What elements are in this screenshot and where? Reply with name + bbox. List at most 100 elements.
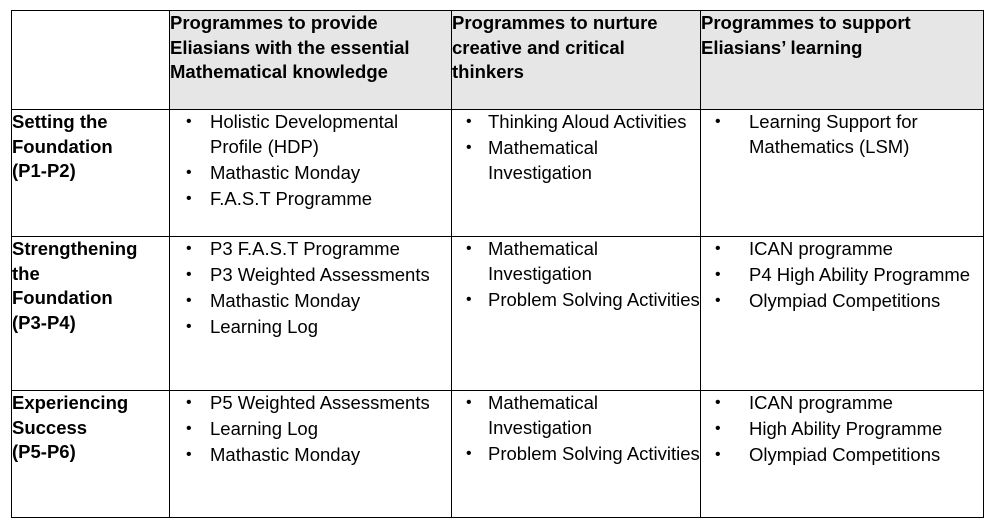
list-item: • Mathastic Monday <box>170 443 451 468</box>
list-item: • Learning Log <box>170 417 451 442</box>
table-row: Setting the Foundation (P1-P2) • Holistic D… <box>11 109 984 237</box>
list-item: • Learning Support for Mathematics (LSM) <box>701 110 983 159</box>
bullet-icon: • <box>715 420 721 437</box>
list-cell: • P5 Weighted Assessments • Learning Log • Ma… <box>169 390 452 518</box>
stage-label-line: the <box>12 262 40 284</box>
bullet-list: • Holistic Developmental Profile (HDP) • Ma… <box>170 110 451 211</box>
list-item-text: F.A.S.T Programme <box>210 187 373 209</box>
stage-label-line: (P5-P6) <box>12 441 76 462</box>
list-item-text: P4 High Ability Programme <box>749 264 971 285</box>
list-item: • Mathematical Investigation <box>452 237 700 286</box>
bullet-icon: • <box>186 420 192 437</box>
list-item: • Problem Solving Activities <box>452 442 700 467</box>
list-item: • F.A.S.T Programme <box>170 187 451 212</box>
bullet-icon: • <box>466 240 472 257</box>
list-item-text: Mathastic Monday <box>210 444 361 465</box>
list-item-text: Learning Support for Mathematics (LSM) <box>749 111 918 157</box>
list-item: • P4 High Ability Programme <box>701 263 983 288</box>
bullet-list: • ICAN programme • High Ability Programme • O… <box>701 391 983 468</box>
list-item: • Learning Log <box>170 315 451 340</box>
stage-label-line: Experiencing <box>12 392 129 413</box>
bullet-icon: • <box>715 394 721 411</box>
header-essential-knowledge: Programmes to provide Eliasians with the… <box>169 10 452 110</box>
header-row: Programmes to provide Eliasians with the… <box>11 10 984 110</box>
bullet-icon: • <box>186 318 192 335</box>
stage-label-line: Foundation <box>12 287 113 308</box>
bullet-list: • Mathematical Investigation • Problem Solv… <box>452 391 700 466</box>
bullet-icon: • <box>186 394 192 411</box>
header-support-learning: Programmes to support Eliasians’ learnin… <box>700 10 984 110</box>
bullet-icon: • <box>186 292 192 309</box>
list-cell: • Mathematical Investigation • Problem Solv… <box>451 236 701 391</box>
list-item: • Mathastic Monday <box>170 161 451 186</box>
bullet-list: • Thinking Aloud Activities • Mathematical … <box>452 110 700 185</box>
list-item-text: High Ability Programme <box>749 418 943 439</box>
stage-label-line: (P3-P4) <box>12 311 76 333</box>
list-item: • Olympiad Competitions <box>701 289 983 314</box>
list-item-text: Learning Log <box>210 418 319 439</box>
list-cell: • Learning Support for Mathematics (LSM) <box>700 109 984 237</box>
list-item-text: Mathematical Investigation <box>488 392 599 438</box>
bullet-list: • Mathematical Investigation • Problem Solv… <box>452 237 700 312</box>
stage-cell: Setting the Foundation (P1-P2) <box>11 109 170 237</box>
list-item-text: Olympiad Competitions <box>749 290 941 311</box>
list-item: • P3 Weighted Assessments <box>170 263 451 288</box>
list-item-text: ICAN programme <box>749 238 893 259</box>
list-item-text: Holistic Developmental Profile (HDP) <box>210 111 399 157</box>
bullet-icon: • <box>186 446 192 463</box>
list-cell: • P3 F.A.S.T Programme • P3 Weighted Assess… <box>169 236 452 391</box>
list-item-text: P5 Weighted Assessments <box>210 392 430 413</box>
stage-label-line: Setting the <box>12 111 108 132</box>
list-cell: • Thinking Aloud Activities • Mathematical … <box>451 109 701 237</box>
list-item: • Holistic Developmental Profile (HDP) <box>170 110 451 159</box>
list-item: • ICAN programme <box>701 237 983 262</box>
bullet-list: • P5 Weighted Assessments • Learning Log • Ma… <box>170 391 451 468</box>
list-item-text: Learning Log <box>210 316 319 337</box>
stage-cell: Strengthening the Foundation (P3-P4) <box>11 236 170 391</box>
stage-label-line: Strengthening <box>12 238 138 259</box>
list-cell: • ICAN programme • P4 High Ability Programm… <box>700 236 984 391</box>
list-item-text: ICAN programme <box>749 392 893 413</box>
bullet-icon: • <box>715 266 721 283</box>
bullet-icon: • <box>186 189 192 207</box>
bullet-icon: • <box>715 446 721 463</box>
list-item-text: P3 Weighted Assessments <box>210 264 430 285</box>
list-item: • ICAN programme <box>701 391 983 416</box>
list-item: • Olympiad Competitions <box>701 443 983 468</box>
bullet-list: • Learning Support for Mathematics (LSM) <box>701 110 983 159</box>
bullet-icon: • <box>466 139 472 156</box>
list-item-text: Problem Solving Activities <box>488 288 700 310</box>
list-item: • Mathastic Monday <box>170 289 451 314</box>
list-item: • Mathematical Investigation <box>452 136 700 185</box>
list-cell: • Holistic Developmental Profile (HDP) • Ma… <box>169 109 452 237</box>
bullet-icon: • <box>186 266 192 283</box>
bullet-icon: • <box>466 290 472 308</box>
list-item: • High Ability Programme <box>701 417 983 442</box>
bullet-icon: • <box>186 240 192 257</box>
bullet-icon: • <box>186 163 192 181</box>
stage-cell: Experiencing Success (P5-P6) <box>11 390 170 518</box>
list-item-text: Mathastic Monday <box>210 161 361 183</box>
stage-label-line: Success <box>12 416 88 438</box>
header-creative-thinkers: Programmes to nurture creative and criti… <box>451 10 701 110</box>
corner-cell <box>11 10 170 110</box>
list-item: • Mathematical Investigation <box>452 391 700 440</box>
bullet-icon: • <box>186 113 192 130</box>
list-item-text: Mathematical Investigation <box>488 238 599 284</box>
bullet-icon: • <box>715 292 721 309</box>
list-item: • Problem Solving Activities <box>452 288 700 313</box>
stage-label-line: Foundation <box>12 135 113 157</box>
bullet-list: • P3 F.A.S.T Programme • P3 Weighted Assess… <box>170 237 451 340</box>
table-row: Strengthening the Foundation (P3-P4) • P3 F.… <box>11 236 984 391</box>
bullet-list: • ICAN programme • P4 High Ability Programm… <box>701 237 983 314</box>
bullet-icon: • <box>715 240 721 257</box>
list-item: • Thinking Aloud Activities <box>452 110 700 135</box>
list-item: • P5 Weighted Assessments <box>170 391 451 416</box>
list-item-text: Mathastic Monday <box>210 290 361 311</box>
table-row: Experiencing Success (P5-P6) • P5 Weighted … <box>11 390 984 518</box>
bullet-icon: • <box>466 113 472 130</box>
list-cell: • Mathematical Investigation • Problem Solv… <box>451 390 701 518</box>
list-item-text: Olympiad Competitions <box>749 444 941 465</box>
list-item-text: Thinking Aloud Activities <box>488 111 687 132</box>
list-item: • P3 F.A.S.T Programme <box>170 237 451 262</box>
